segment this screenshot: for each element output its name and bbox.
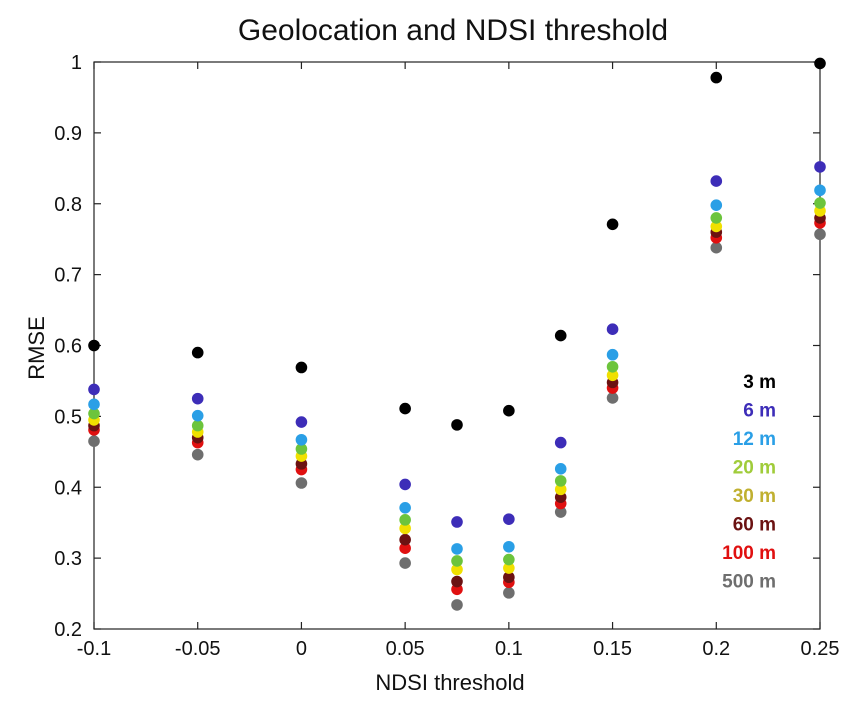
data-point — [399, 522, 411, 535]
data-point — [295, 361, 308, 374]
series-12m — [88, 184, 826, 555]
data-point — [191, 346, 204, 359]
data-point — [503, 571, 515, 584]
data-point — [451, 575, 463, 588]
data-point — [606, 360, 619, 373]
data-point — [399, 402, 411, 415]
data-point — [399, 533, 411, 546]
data-point — [606, 369, 619, 382]
data-point — [88, 407, 100, 420]
axis-ticks: -0.1 -0.05 0 0.05 0.1 0.15 0.2 0.25 0.2 0.3 0.4 0.5… — [54, 52, 839, 660]
data-point — [399, 514, 411, 526]
data-point — [399, 542, 411, 555]
data-point — [503, 404, 515, 417]
series-500m — [88, 228, 826, 611]
legend-entry: 100 m — [722, 543, 776, 564]
legend: 3 m 6 m 12 m 20 m 30 m 60 m 100 m 500 m — [722, 372, 776, 593]
data-point — [554, 483, 567, 496]
data-point — [710, 220, 723, 233]
legend-entry: 3 m — [743, 372, 776, 393]
data-point — [399, 478, 411, 491]
data-point — [710, 212, 723, 224]
data-point — [451, 543, 463, 555]
data-point — [191, 392, 204, 405]
data-point — [814, 184, 826, 197]
data-point — [554, 329, 567, 342]
legend-entry: 12 m — [733, 429, 776, 450]
data-point — [451, 419, 463, 431]
legend-entry: 20 m — [733, 458, 776, 479]
series-3m — [88, 57, 826, 431]
legend-entry: 6 m — [743, 401, 776, 422]
data-point — [710, 175, 723, 187]
y-axis-label: RMSE — [24, 316, 49, 380]
legend-entry: 500 m — [722, 572, 776, 593]
y-tick-label: 0.5 — [54, 406, 82, 428]
data-point — [606, 218, 619, 231]
y-tick-label: 1 — [71, 52, 82, 74]
data-points — [88, 57, 826, 611]
data-point — [554, 436, 567, 449]
x-tick-label: 0.15 — [593, 638, 632, 660]
x-tick-label: 0.2 — [702, 638, 730, 660]
chart-title: Geolocation and NDSI threshold — [238, 14, 668, 47]
legend-entry: 30 m — [733, 486, 776, 507]
data-point — [710, 71, 723, 84]
legend-entry: 60 m — [733, 515, 776, 536]
x-tick-label: 0.25 — [801, 638, 840, 660]
y-tick-label: 0.4 — [54, 477, 82, 499]
data-point — [710, 199, 723, 211]
data-point — [606, 323, 619, 335]
x-tick-label: -0.05 — [175, 638, 221, 660]
data-point — [554, 475, 567, 487]
data-point — [451, 563, 463, 576]
data-point — [399, 502, 411, 514]
y-tick-label: 0.8 — [54, 194, 82, 216]
data-point — [554, 506, 567, 518]
data-point — [88, 398, 100, 411]
x-tick-label: 0.1 — [495, 638, 523, 660]
data-point — [451, 555, 463, 567]
x-tick-label: 0.05 — [386, 638, 425, 660]
y-tick-label: 0.7 — [54, 265, 82, 287]
data-point — [814, 161, 826, 173]
x-axis-label: NDSI threshold — [375, 670, 524, 695]
data-point — [295, 477, 308, 489]
x-tick-label: -0.1 — [77, 638, 111, 660]
y-tick-label: 0.2 — [54, 619, 82, 641]
y-tick-label: 0.6 — [54, 336, 82, 358]
data-point — [814, 57, 826, 70]
data-point — [503, 540, 515, 553]
data-point — [295, 433, 308, 446]
data-point — [606, 348, 619, 361]
data-point — [88, 383, 100, 396]
data-point — [554, 463, 567, 475]
x-tick-label: 0 — [296, 638, 307, 660]
data-point — [503, 587, 515, 599]
data-point — [295, 443, 308, 455]
data-point — [814, 197, 826, 209]
data-point — [191, 409, 204, 422]
data-point — [503, 553, 515, 566]
data-point — [451, 516, 463, 528]
data-point — [710, 241, 723, 254]
y-tick-label: 0.9 — [54, 123, 82, 145]
data-point — [295, 416, 308, 428]
data-point — [503, 513, 515, 525]
data-point — [451, 599, 463, 611]
data-point — [814, 228, 826, 241]
data-point — [606, 392, 619, 404]
data-point — [503, 562, 515, 574]
data-point — [399, 557, 411, 569]
series-100m — [88, 217, 826, 596]
data-point — [88, 435, 100, 447]
y-tick-label: 0.3 — [54, 548, 82, 570]
data-point — [88, 339, 100, 352]
data-point — [191, 448, 204, 461]
series-20m — [88, 197, 826, 567]
series-6m — [88, 161, 826, 528]
data-point — [191, 419, 204, 432]
